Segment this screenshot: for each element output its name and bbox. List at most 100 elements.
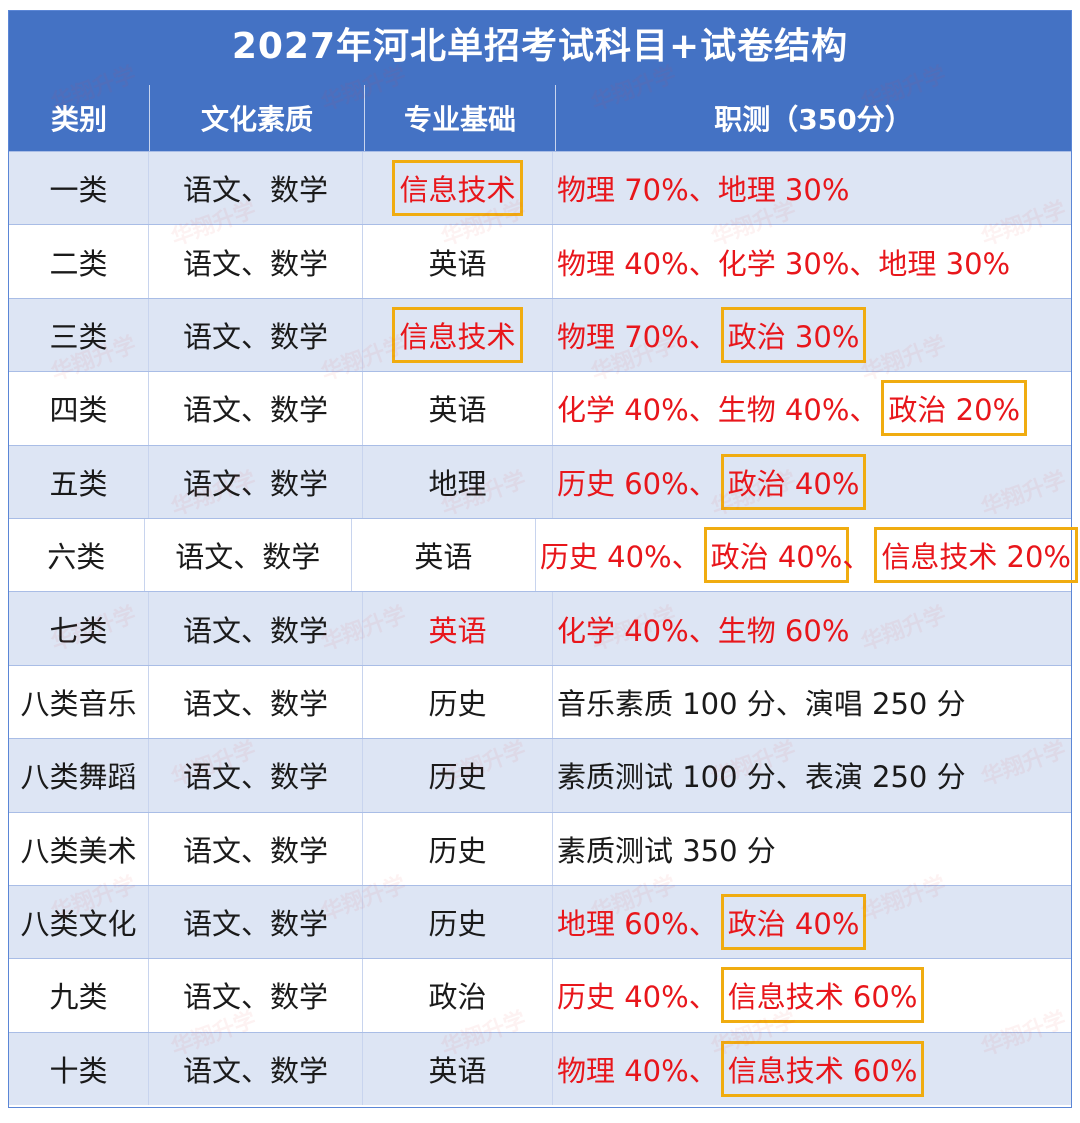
basic-subject-text: 历史 <box>428 907 487 942</box>
exam-component: 生物 60% <box>717 613 850 648</box>
separator: 、 <box>688 246 718 281</box>
category-cell: 二类 <box>9 225 149 298</box>
culture-subjects-cell: 语文、数学 <box>149 445 363 518</box>
header-category: 类别 <box>9 85 150 151</box>
basic-subject-cell: 英语 <box>363 1032 553 1106</box>
exam-component: 地理 30% <box>717 173 850 208</box>
vocational-test-cell: 物理 70%、政治 30% <box>553 299 1071 371</box>
basic-subject-cell: 信息技术 <box>363 152 553 225</box>
basic-subject-cell: 历史 <box>363 739 553 812</box>
separator: 、 <box>849 246 879 281</box>
separator: 、 <box>688 393 718 428</box>
header-culture: 文化素质 <box>150 85 365 151</box>
table-body: 一类 语文、数学 信息技术 物理 70%、地理 30% 二类 语文、数学 英语 物理 40%、… <box>9 151 1078 1106</box>
category-cell: 十类 <box>9 1032 149 1106</box>
culture-subjects-cell: 语文、数学 <box>149 225 363 298</box>
table-row: 九类 语文、数学 政治 历史 40%、信息技术 60% <box>9 958 1071 1032</box>
culture-subjects-cell: 语文、数学 <box>149 298 363 372</box>
category-cell: 三类 <box>9 298 149 372</box>
table-row: 八类舞蹈 语文、数学 历史 素质测试 100 分、表演 250 分 <box>9 738 1071 812</box>
exam-component: 历史 40% <box>557 980 689 1015</box>
exam-component: 表演 250 分 <box>804 760 966 795</box>
vocational-test-cell: 化学 40%、生物 40%、政治 20% <box>553 372 1071 444</box>
table-row: 八类美术 语文、数学 历史 素质测试 350 分 <box>9 811 1071 885</box>
basic-subject-text: 地理 <box>428 466 487 501</box>
separator: 、 <box>775 686 805 721</box>
basic-subject-text: 英语 <box>428 1053 487 1088</box>
exam-table: 2027年河北单招考试科目+试卷结构 类别 文化素质 专业基础 职测（350分）… <box>8 10 1078 1108</box>
basic-subject-cell: 政治 <box>363 959 553 1032</box>
culture-subjects-cell: 语文、数学 <box>149 1032 363 1106</box>
category-cell: 八类美术 <box>9 812 149 885</box>
table-row: 五类 语文、数学 地理 历史 60%、政治 40% <box>9 444 1071 518</box>
table-row: 八类音乐 语文、数学 历史 音乐素质 100 分、演唱 250 分 <box>9 664 1071 739</box>
vocational-test-cell: 物理 40%、化学 30%、地理 30% <box>553 225 1071 297</box>
separator: 、 <box>688 173 718 208</box>
vocational-test-cell: 素质测试 100 分、表演 250 分 <box>553 739 1071 811</box>
basic-subject-cell: 历史 <box>363 665 553 739</box>
vocational-test-cell: 历史 40%、政治 40%、信息技术 20% <box>536 519 1078 591</box>
separator: 、 <box>688 466 718 501</box>
table-header-row: 类别 文化素质 专业基础 职测（350分） <box>9 85 1071 151</box>
separator: 、 <box>775 760 805 795</box>
culture-subjects-cell: 语文、数学 <box>149 812 363 885</box>
exam-component: 政治 20% <box>881 380 1028 437</box>
exam-component: 物理 40% <box>557 1053 689 1088</box>
basic-subject-cell: 英语 <box>352 518 536 592</box>
vocational-test-cell: 物理 40%、信息技术 60% <box>553 1033 1071 1105</box>
basic-subject-cell: 英语 <box>363 225 553 298</box>
category-cell: 四类 <box>9 372 149 445</box>
table-title: 2027年河北单招考试科目+试卷结构 <box>9 11 1071 85</box>
culture-subjects-cell: 语文、数学 <box>149 665 363 739</box>
exam-component: 地理 60% <box>557 907 689 942</box>
category-cell: 八类文化 <box>9 885 149 959</box>
vocational-test-cell: 历史 60%、政治 40% <box>553 446 1071 518</box>
exam-component: 素质测试 350 分 <box>557 833 776 868</box>
basic-subject-cell: 信息技术 <box>363 298 553 372</box>
exam-component: 政治 40% <box>720 894 867 951</box>
table-row: 八类文化 语文、数学 历史 地理 60%、政治 40% <box>9 884 1071 959</box>
separator: 、 <box>849 393 879 428</box>
basic-subject-text: 政治 <box>428 980 487 1015</box>
separator: 、 <box>688 319 718 354</box>
culture-subjects-cell: 语文、数学 <box>149 372 363 445</box>
exam-component: 信息技术 60% <box>720 967 925 1024</box>
culture-subjects-cell: 语文、数学 <box>149 592 363 665</box>
culture-subjects-cell: 语文、数学 <box>145 518 352 592</box>
basic-subject-cell: 地理 <box>363 445 553 518</box>
vocational-test-cell: 地理 60%、政治 40% <box>553 886 1071 958</box>
table-row: 六类 语文、数学 英语 历史 40%、政治 40%、信息技术 20% <box>9 517 1078 592</box>
exam-component: 政治 30% <box>720 306 867 363</box>
exam-component: 信息技术 20% <box>874 527 1078 584</box>
culture-subjects-cell: 语文、数学 <box>149 152 363 225</box>
separator: 、 <box>688 613 718 648</box>
exam-component: 政治 40% <box>720 453 867 510</box>
category-cell: 八类音乐 <box>9 665 149 739</box>
separator: 、 <box>671 540 701 575</box>
separator: 、 <box>688 907 718 942</box>
exam-component: 物理 40% <box>557 246 689 281</box>
exam-component: 物理 70% <box>557 319 689 354</box>
basic-subject-text: 历史 <box>428 833 487 868</box>
category-cell: 一类 <box>9 152 149 225</box>
vocational-test-cell: 历史 40%、信息技术 60% <box>553 959 1071 1031</box>
basic-subject-text: 历史 <box>428 686 487 721</box>
separator: 、 <box>842 540 872 575</box>
table-row: 十类 语文、数学 英语 物理 40%、信息技术 60% <box>9 1031 1071 1106</box>
header-vocational-test: 职测（350分） <box>714 103 913 136</box>
vocational-test-cell: 化学 40%、生物 60% <box>553 592 1071 664</box>
vocational-test-cell: 音乐素质 100 分、演唱 250 分 <box>553 666 1071 738</box>
category-cell: 八类舞蹈 <box>9 739 149 812</box>
vocational-test-cell: 物理 70%、地理 30% <box>553 152 1071 224</box>
table-row: 四类 语文、数学 英语 化学 40%、生物 40%、政治 20% <box>9 371 1071 445</box>
basic-subject-text: 信息技术 <box>392 160 523 217</box>
exam-component: 历史 40% <box>539 540 672 575</box>
basic-subject-text: 英语 <box>428 246 487 281</box>
exam-component: 音乐素质 100 分 <box>557 686 776 721</box>
category-cell: 九类 <box>9 959 149 1032</box>
category-cell: 五类 <box>9 445 149 518</box>
basic-subject-text: 英语 <box>428 613 487 648</box>
separator: 、 <box>688 1053 718 1088</box>
culture-subjects-cell: 语文、数学 <box>149 885 363 959</box>
header-basic: 专业基础 <box>365 85 556 151</box>
